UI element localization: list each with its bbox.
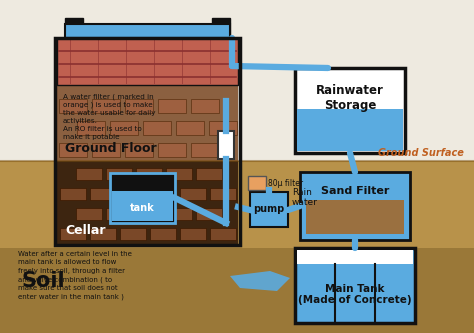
Bar <box>143 121 171 135</box>
Bar <box>110 173 175 223</box>
Bar <box>191 143 219 157</box>
Text: tank: tank <box>130 203 155 213</box>
Bar <box>125 143 153 157</box>
Bar <box>196 168 222 180</box>
Bar <box>112 191 173 221</box>
Bar <box>76 168 102 180</box>
Bar <box>180 228 206 240</box>
Bar <box>0 248 474 333</box>
Polygon shape <box>230 271 290 291</box>
Bar <box>76 208 102 220</box>
Bar <box>120 228 146 240</box>
Bar <box>306 200 404 234</box>
Bar <box>158 99 186 113</box>
Bar <box>60 188 86 200</box>
Bar <box>90 228 116 240</box>
Bar <box>158 143 186 157</box>
Bar <box>57 38 238 85</box>
Bar <box>191 99 219 113</box>
Bar <box>110 121 138 135</box>
Bar <box>120 188 146 200</box>
Bar <box>248 176 266 190</box>
Bar <box>166 168 192 180</box>
Bar <box>218 131 234 159</box>
Bar <box>250 192 288 227</box>
Text: 80μ filter: 80μ filter <box>268 178 303 187</box>
Bar <box>59 143 87 157</box>
Text: Rainwater
Storage: Rainwater Storage <box>316 84 384 112</box>
Bar <box>150 188 176 200</box>
Bar <box>55 38 240 245</box>
Bar <box>210 188 236 200</box>
Bar <box>65 24 230 38</box>
Bar <box>57 85 238 161</box>
Bar <box>295 248 415 323</box>
Text: Main Tank
(Made of Concrete): Main Tank (Made of Concrete) <box>298 284 412 305</box>
Bar <box>65 18 83 38</box>
Text: Ground Surface: Ground Surface <box>378 148 464 158</box>
Bar <box>150 228 176 240</box>
Bar <box>106 168 132 180</box>
Text: Water after a certain level in the
main tank is allowed to flow
freely into soil: Water after a certain level in the main … <box>18 251 132 300</box>
Bar <box>57 161 238 245</box>
Bar <box>92 143 120 157</box>
Bar <box>300 172 410 240</box>
Bar <box>180 188 206 200</box>
Text: Sand Filter: Sand Filter <box>321 186 389 196</box>
Bar <box>77 121 105 135</box>
Bar <box>297 250 413 264</box>
Bar <box>90 188 116 200</box>
Bar <box>60 228 86 240</box>
Text: Soil: Soil <box>22 271 65 291</box>
Bar <box>0 0 474 161</box>
Bar <box>295 68 405 153</box>
Bar <box>106 208 132 220</box>
Bar <box>0 161 474 333</box>
Bar <box>92 99 120 113</box>
Bar <box>59 99 87 113</box>
Text: pump: pump <box>254 204 284 214</box>
Bar <box>297 109 403 151</box>
Bar <box>210 228 236 240</box>
Bar <box>136 168 162 180</box>
Text: A water filter ( marked in
orange ) is used to make
the water usable for daily
a: A water filter ( marked in orange ) is u… <box>63 93 155 140</box>
Bar <box>209 121 237 135</box>
Bar <box>166 208 192 220</box>
Text: Cellar: Cellar <box>65 224 106 237</box>
Text: Rain
water: Rain water <box>292 188 318 207</box>
Bar <box>125 99 153 113</box>
Bar <box>196 208 222 220</box>
Bar <box>176 121 204 135</box>
Bar <box>212 18 230 38</box>
Text: Ground Floor: Ground Floor <box>65 142 156 155</box>
Bar <box>136 208 162 220</box>
